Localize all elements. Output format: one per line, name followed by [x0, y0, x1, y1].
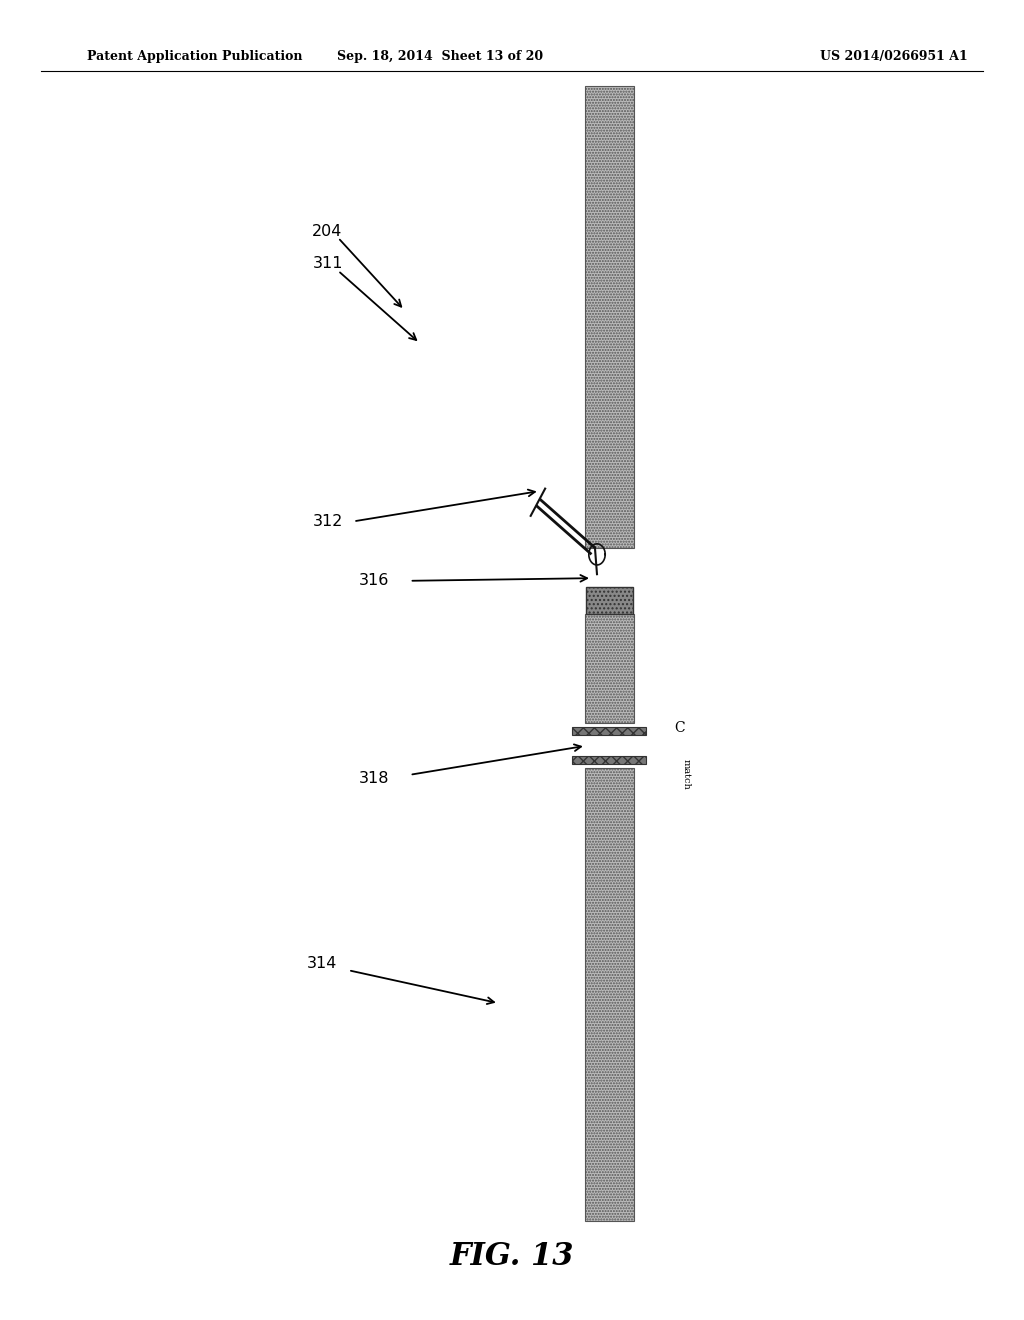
Text: 204: 204 [312, 223, 343, 239]
Text: Sep. 18, 2014  Sheet 13 of 20: Sep. 18, 2014 Sheet 13 of 20 [337, 50, 544, 63]
Bar [572, 727, 646, 735]
Bar [585, 768, 634, 1221]
Text: C: C [674, 721, 684, 735]
Text: FIG. 13: FIG. 13 [450, 1241, 574, 1272]
Text: 311: 311 [312, 256, 343, 272]
Text: US 2014/0266951 A1: US 2014/0266951 A1 [820, 50, 968, 63]
Bar [572, 756, 646, 764]
Text: 316: 316 [358, 573, 389, 589]
Text: 318: 318 [358, 771, 389, 787]
Bar [586, 587, 633, 614]
Bar [585, 614, 634, 723]
Text: 314: 314 [307, 956, 338, 972]
Bar [585, 86, 634, 548]
Text: Patent Application Publication: Patent Application Publication [87, 50, 302, 63]
Text: 312: 312 [312, 513, 343, 529]
Text: match: match [682, 759, 691, 789]
